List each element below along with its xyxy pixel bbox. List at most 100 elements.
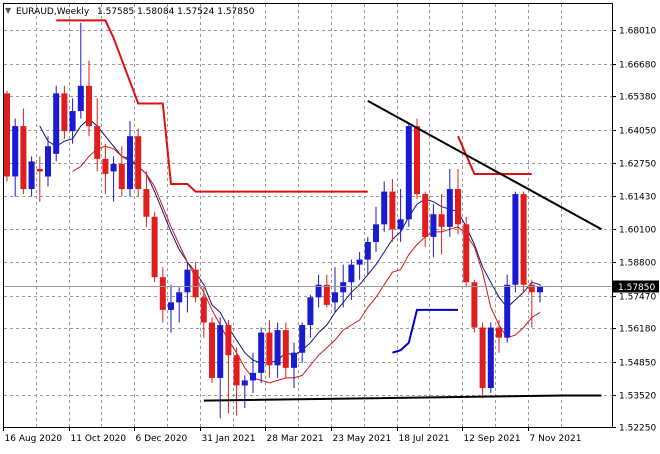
candle-body [504,284,511,338]
candle-body [282,330,289,368]
candle-body [356,259,363,265]
y-tick-label: 1.57470 [619,293,656,303]
x-tick-label: 12 Sep 2021 [464,434,521,444]
y-tick-label: 1.53520 [619,392,656,402]
candle-body [414,126,420,195]
series-line-slow [72,145,541,384]
candle-body [332,292,338,303]
candle-body [266,332,273,366]
y-tick-label: 1.52250 [619,424,656,434]
resistance-line [56,19,368,193]
candle-body [463,224,470,283]
candle-body [241,380,248,386]
candle-body [110,163,117,172]
x-tick-label: 6 Dec 2020 [136,434,188,444]
candle-body [389,191,396,230]
candle-body [397,219,404,230]
candle-body [430,214,437,237]
candle-body [86,85,92,127]
candle-body [127,136,133,190]
y-tick-label: 1.64050 [619,127,656,137]
candle-body [537,286,543,293]
candle-body [143,189,150,217]
candle-body [258,332,265,373]
candle-body [77,85,84,112]
candle-body [299,325,306,353]
x-tick-label: 31 Jan 2021 [202,434,256,444]
candle-body [168,302,174,310]
candle-body [233,355,240,386]
x-tick-label: 18 Jul 2021 [399,434,450,444]
candle-body [4,93,10,177]
candle-body [373,224,379,242]
x-tick-label: 28 Mar 2021 [267,434,324,444]
candle-body [291,352,297,368]
candle-body [20,126,27,190]
candle-body [159,277,166,310]
candle-body [36,168,43,172]
chart-symbol-label: EURAUD,Weekly [16,7,90,17]
candle-body [184,269,191,293]
y-tick-label: 1.62750 [619,160,656,170]
x-tick-label: 7 Nov 2021 [530,434,582,444]
last-price-tag [613,280,659,293]
candle-body [438,214,445,227]
candle-body [151,216,158,278]
candle-body [496,327,502,338]
candle-body [45,146,51,177]
x-tick-label: 23 May 2021 [333,434,392,444]
candle-body [422,194,429,237]
candle-body [69,111,76,132]
chart-header-arrow: ▼ [5,6,12,15]
candle-body [209,322,215,378]
candle-body [102,158,109,174]
candle-body [323,284,330,305]
candle-body [12,126,19,177]
candle-body [250,372,256,381]
candle-body [348,264,355,283]
y-tick-label: 1.65380 [619,93,656,103]
candle-body [176,292,183,303]
x-tick-label: 16 Aug 2020 [5,434,63,444]
candle-body [217,325,224,378]
candle-body [340,282,347,293]
y-tick-label: 1.60100 [619,226,656,236]
candle-body [274,330,281,366]
candle-body [455,189,461,225]
candle-body [61,93,68,132]
candle-body [225,325,232,356]
candle-body [487,327,494,388]
y-tick-label: 1.56180 [619,325,656,335]
plot-area [3,3,613,428]
candle-body [94,126,101,159]
candle-body [520,194,527,285]
candle-body [53,93,60,154]
y-tick-label: 1.54850 [619,359,656,369]
candle-body [381,191,388,225]
candle-body [315,284,322,298]
candle-body [118,163,125,190]
last-price-label: 1.57850 [618,283,655,293]
y-tick-label: 1.68010 [619,27,656,37]
candle-body [512,194,519,285]
y-tick-label: 1.61430 [619,193,656,203]
x-tick-label: 11 Oct 2020 [71,434,127,444]
candle-body [471,282,478,328]
y-tick-label: 1.58800 [619,259,656,269]
chart-ohlc-label: 1.57585 1.58084 1.57524 1.57850 [97,7,255,17]
candle-body [200,297,207,323]
candle-body [364,241,371,260]
candle-body [192,269,199,298]
downtrend-line [367,100,602,231]
candle-body [28,161,35,190]
candle-body [479,327,486,388]
y-tick-label: 1.66680 [619,61,656,71]
candle-body [307,297,314,326]
support-line [392,308,458,354]
support-trendline [203,394,602,402]
candle-body [135,136,142,190]
candle-body [528,284,535,293]
candle-body [405,126,412,220]
